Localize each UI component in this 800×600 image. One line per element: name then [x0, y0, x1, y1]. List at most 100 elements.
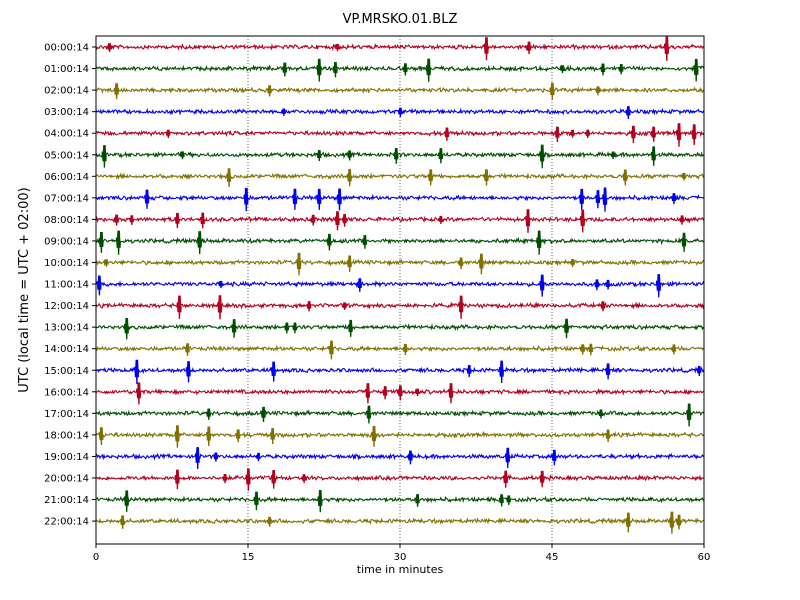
event-spike — [569, 129, 575, 138]
y-tick-label: 09:00:14 — [44, 236, 89, 247]
event-spike — [194, 447, 200, 470]
trace-row-15 — [95, 359, 705, 385]
event-spike — [98, 427, 104, 446]
event-spike — [231, 319, 237, 338]
y-tick-label: 21:00:14 — [44, 495, 89, 506]
event-spike — [605, 363, 611, 380]
x-tick-labels: 0 15 30 45 60 — [93, 544, 711, 563]
event-spike — [650, 146, 656, 166]
trace-rows — [95, 36, 705, 534]
trace-line — [95, 128, 705, 138]
x-tick-label: 45 — [546, 552, 559, 563]
event-spike — [569, 259, 575, 268]
trace-row-0 — [95, 36, 705, 61]
event-spike — [270, 469, 276, 489]
y-tick-label: 13:00:14 — [44, 323, 89, 334]
trace-line — [95, 473, 705, 482]
event-spike — [347, 319, 353, 337]
event-spike — [402, 63, 408, 76]
event-spike — [235, 429, 241, 443]
y-tick-label: 12:00:14 — [44, 301, 89, 312]
y-tick-label: 11:00:14 — [44, 280, 89, 291]
y-tick-label: 01:00:14 — [44, 64, 89, 75]
event-spike — [466, 365, 472, 378]
trace-line — [95, 517, 705, 526]
event-spike — [306, 301, 312, 312]
event-spike — [317, 489, 323, 513]
event-spike — [483, 169, 489, 186]
trace-row-16 — [95, 382, 705, 405]
event-spike — [443, 127, 450, 141]
event-spike — [184, 343, 190, 356]
grid-lines — [247, 36, 553, 544]
y-tick-label: 16:00:14 — [44, 387, 89, 398]
event-spike — [216, 295, 223, 320]
y-tick-label: 08:00:14 — [44, 215, 89, 226]
event-spike — [266, 516, 272, 527]
event-spike — [174, 469, 180, 490]
event-spike — [504, 447, 511, 469]
event-spike — [123, 317, 130, 340]
event-spike — [371, 425, 377, 447]
event-spike — [222, 474, 228, 484]
event-spike — [437, 148, 444, 164]
event-spike — [123, 490, 130, 512]
y-tick-label: 15:00:14 — [44, 366, 89, 377]
y-tick-label: 06:00:14 — [44, 172, 89, 183]
event-spike — [356, 278, 363, 292]
event-spike — [625, 512, 631, 533]
event-spike — [498, 494, 504, 507]
event-spike — [539, 274, 545, 297]
event-spike — [212, 452, 219, 462]
event-spike — [625, 106, 631, 120]
trace-row-4 — [95, 123, 705, 147]
event-spike — [407, 450, 413, 465]
event-spike — [663, 36, 670, 61]
trace-line — [95, 344, 705, 353]
event-spike — [448, 383, 454, 404]
event-spike — [332, 61, 338, 78]
event-spike — [382, 386, 388, 400]
trace-line — [95, 43, 705, 52]
event-spike — [397, 107, 403, 117]
event-spike — [502, 470, 509, 488]
event-spike — [266, 85, 272, 97]
event-spike — [269, 428, 275, 445]
trace-row-18 — [95, 425, 705, 448]
event-spike — [106, 43, 112, 53]
event-spike — [551, 449, 557, 466]
event-spike — [402, 343, 408, 356]
event-spike — [283, 322, 290, 334]
trace-row-9 — [95, 230, 705, 255]
event-spike — [458, 295, 464, 319]
event-spike — [176, 295, 182, 319]
event-spike — [217, 280, 224, 289]
trace-line — [95, 171, 705, 181]
x-tick-label: 60 — [698, 552, 711, 563]
event-spike — [676, 514, 682, 530]
trace-row-20 — [95, 468, 705, 491]
event-spike — [361, 235, 368, 249]
trace-line — [95, 495, 705, 504]
event-spike — [328, 340, 334, 360]
event-spike — [597, 409, 604, 419]
y-tick-label: 10:00:14 — [44, 258, 89, 269]
event-spike — [98, 231, 104, 253]
event-spike — [549, 82, 555, 100]
x-tick-label: 15 — [242, 552, 255, 563]
y-tick-label: 02:00:14 — [44, 86, 89, 97]
event-spike — [650, 126, 656, 142]
event-spike — [119, 515, 125, 529]
event-spike — [281, 62, 288, 77]
event-spike — [579, 209, 586, 233]
event-spike — [393, 147, 399, 164]
event-spike — [584, 129, 591, 138]
event-spike — [600, 301, 606, 312]
event-spike — [135, 382, 142, 405]
y-tick-label: 14:00:14 — [44, 344, 89, 355]
trace-row-13 — [95, 317, 705, 340]
event-spike — [622, 169, 628, 186]
event-spike — [113, 83, 119, 100]
trace-row-8 — [95, 209, 705, 233]
event-spike — [610, 151, 616, 160]
